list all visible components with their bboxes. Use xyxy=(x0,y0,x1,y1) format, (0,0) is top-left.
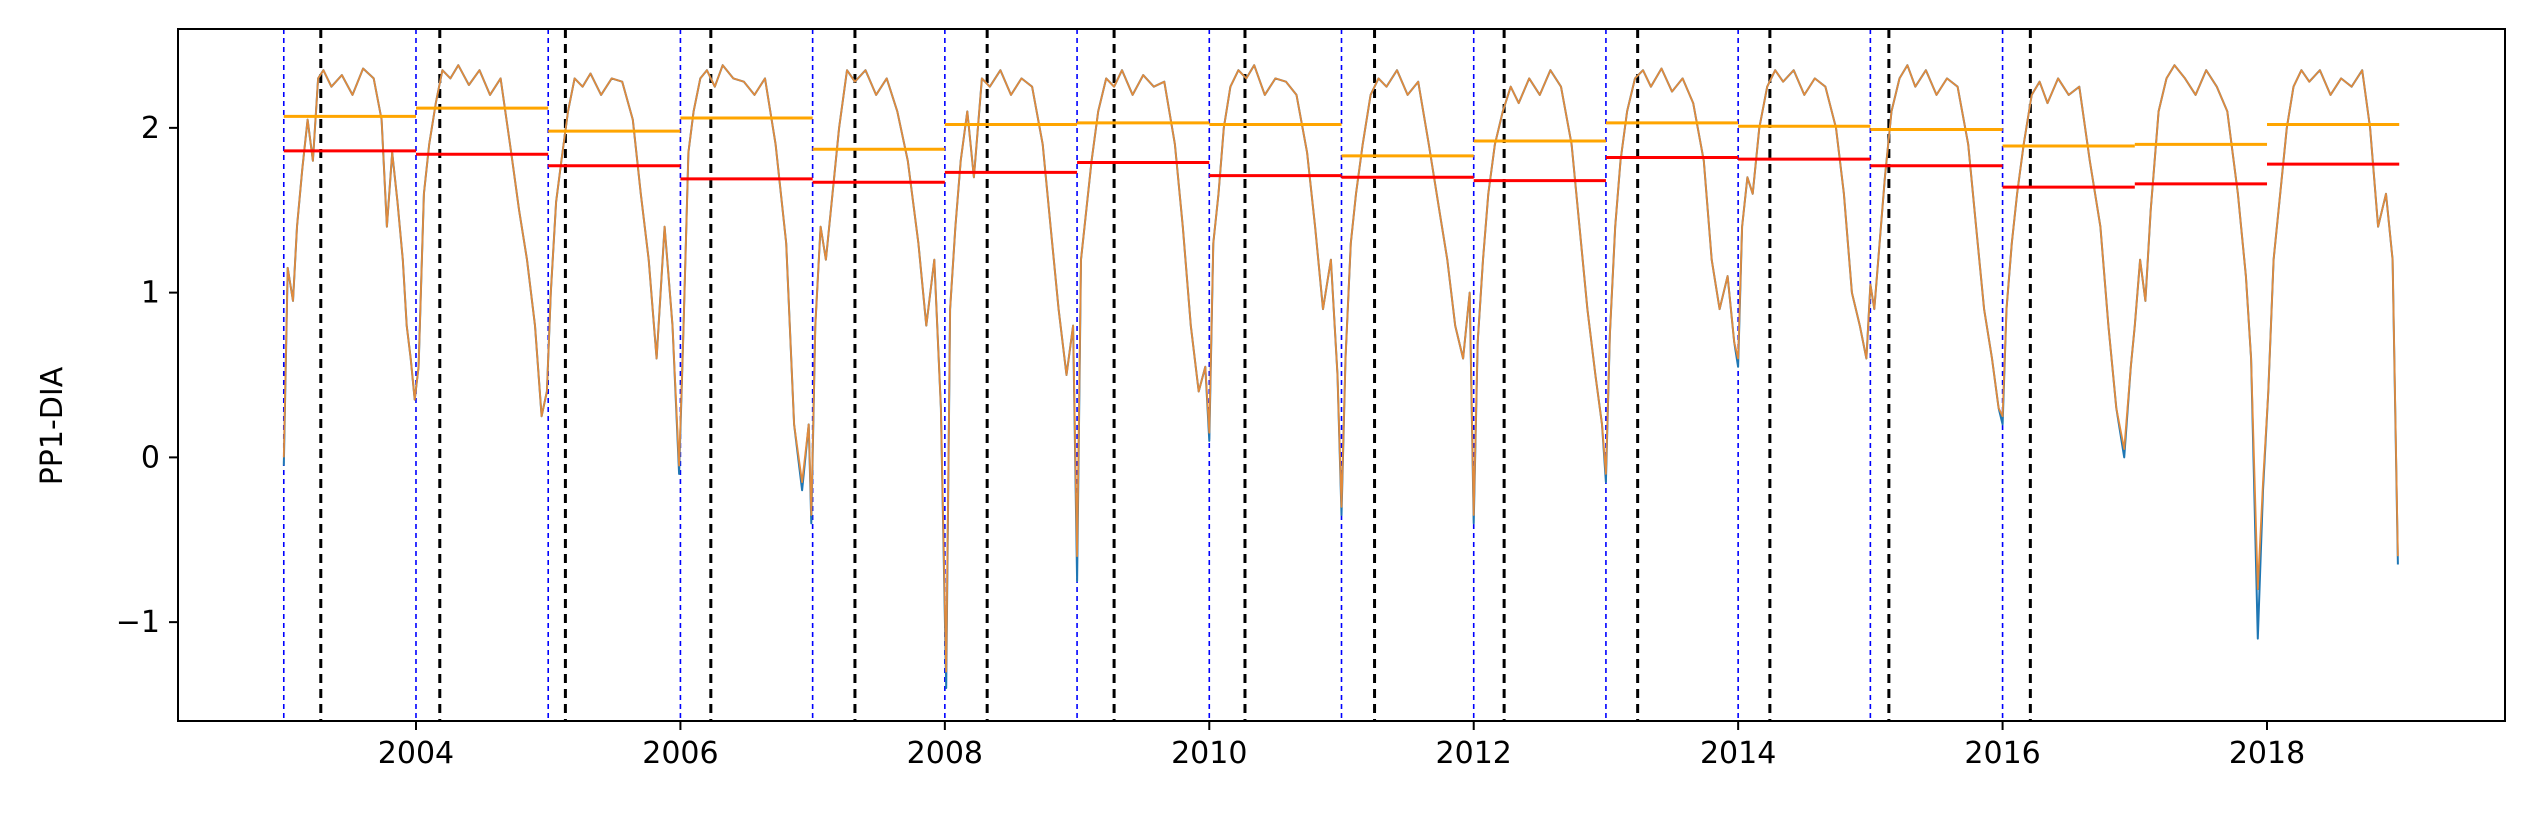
plot-content xyxy=(282,29,2400,721)
x-tick-label: 2018 xyxy=(2229,736,2305,771)
x-tick-label: 2016 xyxy=(1964,736,2040,771)
y-tick-label: 1 xyxy=(141,276,160,311)
x-tick-label: 2012 xyxy=(1436,736,1512,771)
axes: 2004 2006 2008 2010 2012 2014 2016 2018 −1 0 1 2 xyxy=(116,28,2506,771)
plot-area xyxy=(282,29,2400,721)
x-tick-label: 2010 xyxy=(1171,736,1247,771)
y-axis-label: PP1-DIA xyxy=(35,366,70,485)
y-tick-label: 2 xyxy=(141,111,160,146)
y-tick-label: 0 xyxy=(141,440,160,475)
x-tick-label: 2004 xyxy=(378,736,454,771)
plot-frame xyxy=(177,28,2506,722)
x-tick-label: 2008 xyxy=(907,736,983,771)
x-tick-label: 2006 xyxy=(642,736,718,771)
x-tick-label: 2014 xyxy=(1700,736,1776,771)
series-line xyxy=(282,64,2399,673)
y-tick-label: −1 xyxy=(116,605,160,640)
